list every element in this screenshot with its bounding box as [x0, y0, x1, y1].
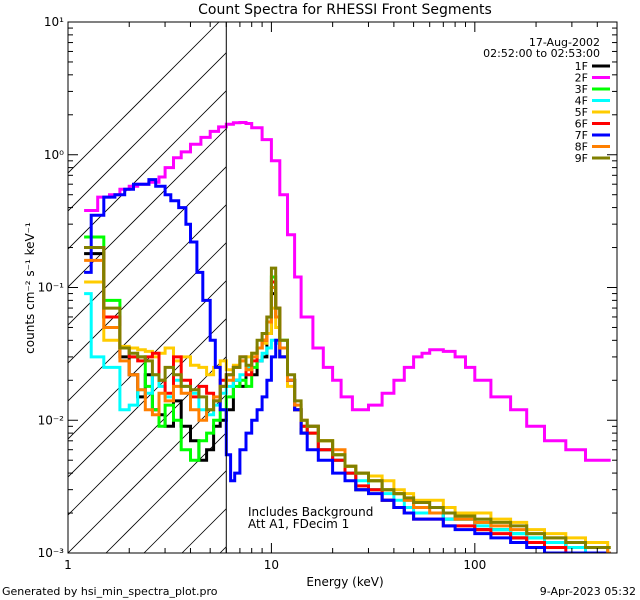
x-tick-label: 10 — [264, 558, 279, 572]
legend-label-3F: 3F — [575, 83, 588, 96]
series-layer — [84, 121, 611, 553]
series-7F — [84, 178, 611, 553]
legend-label-8F: 8F — [575, 141, 588, 154]
hatch-mask — [226, 22, 617, 553]
legend-label-1F: 1F — [575, 60, 588, 73]
excluded-region-hatch — [68, 22, 617, 553]
series-2F — [84, 121, 611, 462]
legend-label-5F: 5F — [575, 106, 588, 119]
series-4F — [84, 292, 611, 553]
x-tick-label: 100 — [463, 558, 486, 572]
legend-label-9F: 9F — [575, 152, 588, 165]
y-tick-label: 10⁰ — [44, 148, 64, 162]
x-axis-label: Energy (keV) — [306, 575, 383, 589]
annotation-attenuator: Att A1, FDecim 1 — [248, 517, 349, 531]
y-tick-label: 10⁻¹ — [38, 281, 65, 295]
legend-label-4F: 4F — [575, 95, 588, 108]
y-tick-label: 10⁻² — [38, 413, 65, 427]
hatch-line — [68, 22, 258, 212]
chart-title: Count Spectra for RHESSI Front Segments — [198, 2, 492, 18]
legend-label-7F: 7F — [575, 129, 588, 142]
time-range-label: 02:52:00 to 02:53:00 — [483, 47, 600, 60]
x-tick-label: 1 — [64, 558, 72, 572]
axis-ticks — [67, 22, 618, 554]
footer-generated-by: Generated by hsi_min_spectra_plot.pro — [2, 585, 218, 598]
hatch-line — [68, 22, 296, 250]
y-tick-label: 10¹ — [44, 15, 64, 29]
axis-tick-labels: 1 10 100 10⁻³ 10⁻² 10⁻¹ 10⁰ 10¹ — [38, 15, 487, 572]
legend-label-2F: 2F — [575, 72, 588, 85]
series-9F — [84, 246, 611, 549]
y-tick-label: 10⁻³ — [38, 546, 65, 560]
y-axis-label: counts cm⁻² s⁻¹ keV⁻¹ — [23, 222, 37, 354]
date-label: 17-Aug-2002 — [529, 36, 600, 49]
footer-date: 9-Apr-2023 05:32 — [540, 585, 636, 598]
series-8F — [84, 258, 611, 553]
legend-label-6F: 6F — [575, 118, 588, 131]
hatch-line — [68, 22, 220, 174]
annotation-background: Includes Background — [248, 505, 373, 519]
